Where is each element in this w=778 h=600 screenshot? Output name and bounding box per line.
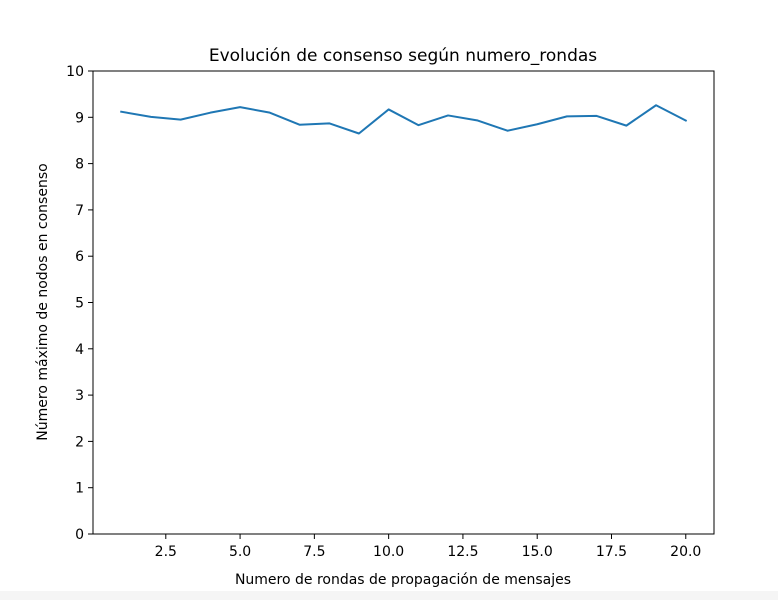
y-tick-label: 10 (66, 64, 84, 80)
x-tick-label: 15.0 (522, 544, 553, 560)
y-tick-label: 2 (75, 434, 84, 450)
y-tick-label: 3 (75, 388, 84, 404)
x-tick-label: 10.0 (373, 544, 404, 560)
x-tick-label: 20.0 (670, 544, 701, 560)
y-axis-label: Número máximo de nodos en consenso (35, 163, 51, 440)
plot-layer: 0 1 2 3 4 5 6 7 8 9 10 2.5 5.0 7.5 10.0 12.5 15.0 17.5 20.… (66, 64, 715, 560)
y-tick-label: 9 (75, 110, 84, 126)
y-tick-label: 1 (75, 481, 84, 497)
y-tick-label: 6 (75, 249, 84, 265)
x-tick-label: 7.5 (303, 544, 325, 560)
plot-frame (92, 70, 715, 535)
x-axis-label: Numero de rondas de propagación de mensa… (235, 572, 571, 588)
x-tick-label: 17.5 (596, 544, 627, 560)
window-bottom-strip (0, 591, 778, 600)
y-tick-label: 5 (75, 296, 84, 312)
series-line (120, 104, 688, 135)
y-tick-label: 4 (75, 342, 84, 358)
x-tick-label: 5.0 (229, 544, 251, 560)
y-tick-label: 8 (75, 157, 84, 173)
x-tick-label: 2.5 (155, 544, 177, 560)
y-tick-label: 0 (75, 527, 84, 543)
chart-title: Evolución de consenso según numero_ronda… (209, 46, 597, 66)
y-tick-label: 7 (75, 203, 84, 219)
x-tick-label: 12.5 (447, 544, 478, 560)
